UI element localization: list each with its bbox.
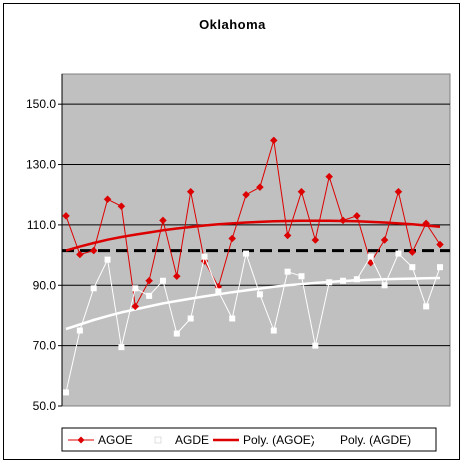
data-point bbox=[436, 240, 444, 249]
data-point bbox=[229, 315, 236, 322]
data-point bbox=[380, 236, 389, 244]
y-tick-label: 90.0 bbox=[33, 278, 57, 292]
data-point bbox=[131, 302, 140, 311]
data-point bbox=[311, 236, 320, 244]
series-line bbox=[65, 139, 441, 307]
data-point bbox=[423, 303, 430, 310]
y-tick-label: 110.0 bbox=[27, 218, 56, 232]
data-point bbox=[284, 268, 291, 275]
data-point bbox=[367, 253, 374, 260]
y-tick-label: 50.0 bbox=[33, 399, 57, 413]
data-point bbox=[422, 219, 431, 228]
legend-label: AGDE bbox=[175, 433, 209, 447]
series-layer bbox=[62, 136, 444, 396]
legend: AGOE AGDE Poly. (AGOE) Poly. (AGDE) bbox=[61, 427, 437, 452]
data-point bbox=[395, 250, 402, 257]
data-point bbox=[172, 272, 181, 281]
data-point bbox=[63, 389, 69, 396]
data-point bbox=[408, 248, 417, 256]
legend-label: Poly. (AGDE) bbox=[340, 433, 411, 447]
legend-marker bbox=[77, 436, 85, 444]
data-point bbox=[103, 195, 112, 204]
series-poly-agde bbox=[65, 276, 441, 331]
data-point bbox=[173, 330, 180, 337]
data-point bbox=[256, 291, 263, 298]
data-point bbox=[339, 216, 347, 225]
data-point bbox=[297, 187, 306, 196]
data-point bbox=[353, 212, 361, 220]
data-point bbox=[312, 342, 319, 349]
data-point bbox=[243, 250, 250, 257]
series-poly-agoe bbox=[65, 219, 441, 252]
data-point bbox=[117, 202, 126, 211]
data-point bbox=[353, 276, 360, 283]
data-point bbox=[159, 277, 166, 284]
legend-item: Poly. (AGOE) bbox=[213, 433, 315, 447]
chart-title: Oklahoma bbox=[199, 17, 266, 32]
data-point bbox=[269, 136, 278, 145]
series-agoe bbox=[62, 136, 444, 311]
y-tick-label: 150.0 bbox=[26, 97, 56, 111]
data-point bbox=[283, 231, 292, 240]
data-point bbox=[270, 327, 277, 334]
data-point bbox=[89, 246, 98, 255]
legend-label: Poly. (AGOE) bbox=[243, 433, 315, 447]
data-point bbox=[394, 187, 403, 196]
legend-item: AGDE bbox=[145, 433, 209, 447]
data-point bbox=[132, 285, 139, 292]
y-tick-label: 130.0 bbox=[26, 158, 56, 172]
legend-box bbox=[61, 427, 437, 452]
trend-line bbox=[65, 276, 441, 331]
data-point bbox=[75, 250, 84, 259]
data-point bbox=[256, 183, 264, 192]
data-point bbox=[325, 172, 334, 181]
data-point bbox=[104, 256, 111, 263]
data-point bbox=[62, 212, 70, 220]
data-point bbox=[186, 187, 195, 196]
legend-item: Poly. (AGDE) bbox=[310, 433, 411, 447]
legend-marker bbox=[154, 436, 162, 444]
data-point bbox=[146, 292, 153, 299]
data-point bbox=[145, 276, 153, 285]
data-point bbox=[228, 234, 237, 243]
data-point bbox=[215, 288, 222, 295]
data-point bbox=[187, 315, 194, 322]
data-point bbox=[326, 279, 333, 286]
data-point bbox=[90, 285, 97, 292]
data-point bbox=[340, 277, 347, 284]
legend-label: AGOE bbox=[98, 433, 133, 447]
series-agde bbox=[63, 250, 443, 396]
series-line bbox=[65, 253, 441, 393]
data-point bbox=[242, 190, 250, 199]
data-point bbox=[298, 273, 305, 280]
data-point bbox=[409, 264, 416, 271]
legend-item: AGOE bbox=[68, 433, 133, 447]
y-axis: 50.0 70.0 90.0 110.0 130.0 150.0 bbox=[26, 74, 63, 413]
trend-line bbox=[65, 219, 441, 252]
data-point bbox=[381, 282, 388, 289]
data-point bbox=[118, 344, 125, 351]
plot-area bbox=[61, 73, 451, 407]
data-point bbox=[159, 216, 167, 225]
data-point bbox=[76, 327, 83, 334]
data-point bbox=[201, 253, 208, 260]
data-point bbox=[437, 264, 443, 271]
y-tick-label: 70.0 bbox=[33, 339, 57, 353]
